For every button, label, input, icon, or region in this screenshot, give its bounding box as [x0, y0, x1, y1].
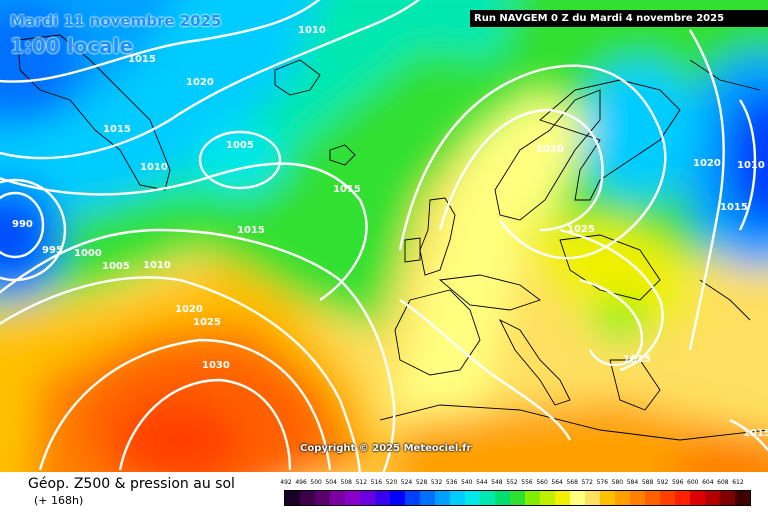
scale-label: 584 [626, 479, 639, 486]
scale-swatch [285, 491, 300, 505]
scale-label: 560 [536, 479, 548, 486]
scale-swatch [540, 491, 555, 505]
scale-label: 500 [310, 479, 322, 486]
parameter-title: Géop. Z500 & pression au sol [28, 476, 235, 492]
weather-map: 1015 1010 1020 1015 1005 1010 990 995 10… [0, 0, 768, 472]
scale-swatch [525, 491, 540, 505]
scale-label: 612 [732, 479, 744, 486]
scale-swatch [615, 491, 630, 505]
isobar-label: 1005 [102, 261, 130, 272]
scale-label: 492 [280, 479, 292, 486]
isobar-labels: 1015 1010 1020 1015 1005 1010 990 995 10… [12, 25, 768, 439]
isobar-label: 1000 [74, 248, 102, 259]
model-run-label: Run NAVGEM 0 Z du Mardi 4 novembre 2025 [470, 10, 768, 27]
scale-swatch [660, 491, 675, 505]
scale-swatch [405, 491, 420, 505]
scale-label: 520 [385, 479, 398, 486]
scale-swatch [330, 491, 345, 505]
isobar-label: 1025 [193, 317, 221, 328]
scale-label: 496 [295, 479, 307, 486]
isobar-lines [0, 0, 768, 472]
scale-swatch [420, 491, 435, 505]
isobar-label: 1015 [743, 428, 768, 439]
scale-swatch [555, 491, 570, 505]
scale-label: 532 [430, 479, 443, 486]
scale-swatch [465, 491, 480, 505]
scale-label: 516 [370, 479, 383, 486]
scale-label: 544 [476, 479, 488, 486]
scale-label: 536 [445, 479, 458, 486]
isobar-label: 1015 [128, 54, 156, 65]
isobar-label: 990 [12, 219, 33, 230]
scale-swatch [585, 491, 600, 505]
scale-swatch [390, 491, 405, 505]
scale-label: 596 [671, 479, 684, 486]
scale-swatch [360, 491, 375, 505]
scale-label: 556 [521, 479, 533, 486]
scale-swatch [315, 491, 330, 505]
scale-label: 568 [566, 479, 578, 486]
scale-label: 592 [656, 479, 669, 486]
isobar-label: 1010 [298, 25, 326, 36]
scale-label: 572 [581, 479, 593, 486]
copyright-text: Copyright © 2025 Meteociel.fr [300, 443, 472, 454]
scale-label: 512 [355, 479, 368, 486]
scale-label: 528 [415, 479, 428, 486]
isobar-label: 1015 [103, 124, 131, 135]
scale-swatch [300, 491, 315, 505]
scale-label: 552 [506, 479, 518, 486]
scale-label: 580 [611, 479, 624, 486]
isobar-label: 1015 [333, 184, 361, 195]
scale-label: 608 [717, 479, 729, 486]
coastlines [17, 34, 768, 441]
scale-label: 540 [461, 479, 473, 486]
scale-swatch [675, 491, 690, 505]
isobar-label: 1005 [226, 140, 254, 151]
scale-label: 600 [687, 479, 699, 486]
scale-swatch [720, 491, 735, 505]
scale-swatch [570, 491, 585, 505]
scale-label: 508 [340, 479, 352, 486]
scale-swatch [645, 491, 660, 505]
isobar-label: 1020 [186, 77, 214, 88]
scale-label: 548 [491, 479, 503, 486]
isobar-label: 1015 [237, 225, 265, 236]
isobar-label: 1020 [175, 304, 203, 315]
isobar-label: 1015 [623, 354, 651, 365]
geopotential-field: 1015 1010 1020 1015 1005 1010 990 995 10… [0, 0, 768, 472]
isobar-label: 1015 [720, 202, 748, 213]
scale-swatch [495, 491, 510, 505]
scale-swatch [600, 491, 615, 505]
isobar-label: 1030 [536, 144, 564, 155]
isobar-label: 1010 [140, 162, 168, 173]
isobar-label: 995 [42, 245, 63, 256]
forecast-hour: (+ 168h) [34, 494, 84, 507]
valid-time-title: 1:00 locale [10, 34, 134, 58]
scale-label: 576 [596, 479, 609, 486]
scale-label: 524 [400, 479, 413, 486]
scale-swatch [705, 491, 720, 505]
scale-label: 564 [551, 479, 563, 486]
scale-swatch [735, 491, 750, 505]
scale-label: 588 [641, 479, 654, 486]
scale-swatch [450, 491, 465, 505]
isobar-label: 1030 [202, 360, 230, 371]
scale-swatch [435, 491, 450, 505]
valid-date-title: Mardi 11 novembre 2025 [10, 12, 222, 30]
isobar-label: 1025 [567, 224, 595, 235]
scale-swatch [630, 491, 645, 505]
z500-color-field [0, 0, 768, 472]
isobar-label: 1010 [737, 160, 765, 171]
isobar-label: 1010 [143, 260, 171, 271]
scale-label: 504 [325, 479, 337, 486]
scale-swatch [510, 491, 525, 505]
scale-swatch [375, 491, 390, 505]
scale-label: 604 [702, 479, 714, 486]
color-scale-bar [284, 490, 751, 506]
scale-swatch [690, 491, 705, 505]
scale-swatch [345, 491, 360, 505]
scale-swatch [480, 491, 495, 505]
color-scale-labels: 492 496 500 504 508 512 516 520 524 528 532 536 540 5… [280, 479, 752, 489]
isobar-label: 1020 [693, 158, 721, 169]
